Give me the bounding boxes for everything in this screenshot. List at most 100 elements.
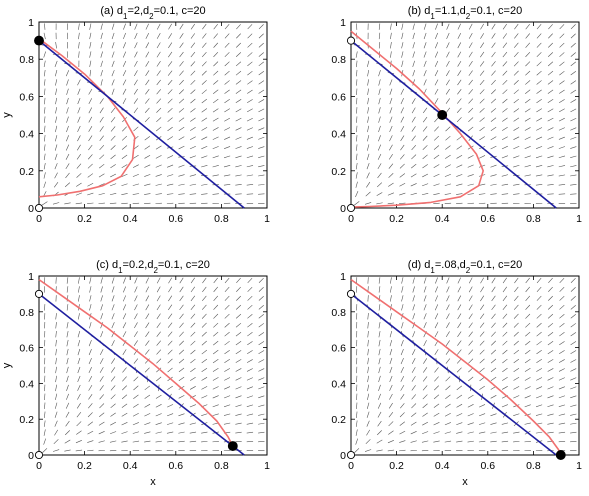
field-arrow — [259, 332, 264, 336]
field-arrow — [503, 341, 508, 345]
field-arrow — [168, 52, 172, 57]
field-arrow — [77, 164, 81, 169]
field-arrow — [202, 62, 206, 67]
field-arrow — [66, 145, 69, 151]
field-arrow — [123, 349, 126, 354]
field-arrow — [180, 43, 184, 48]
field-arrow — [559, 423, 565, 424]
field-arrow — [100, 98, 104, 103]
field-arrow — [447, 42, 450, 48]
field-arrow — [458, 42, 461, 48]
field-arrow — [514, 99, 519, 103]
field-arrow — [413, 304, 415, 310]
field-arrow — [225, 314, 230, 318]
field-arrow — [144, 432, 150, 434]
field-arrow — [468, 127, 473, 131]
field-arrow — [235, 184, 241, 185]
field-arrow — [123, 33, 125, 39]
field-arrow — [190, 108, 195, 112]
direction-field — [42, 23, 265, 205]
field-arrow — [190, 432, 196, 433]
field-arrow — [123, 80, 126, 86]
field-arrow — [156, 174, 162, 176]
field-arrow — [258, 128, 264, 131]
field-arrow — [379, 70, 381, 76]
field-arrow — [526, 287, 530, 292]
field-arrow — [445, 174, 451, 176]
field-arrow — [502, 118, 507, 122]
field-arrow — [571, 323, 576, 327]
field-arrow — [379, 322, 380, 328]
field-arrow — [513, 156, 519, 158]
field-arrow — [525, 423, 531, 424]
field-arrow — [112, 286, 114, 292]
field-arrow — [491, 332, 495, 337]
field-arrow — [388, 193, 394, 195]
field-arrow — [236, 305, 241, 309]
field-arrow — [491, 395, 497, 398]
field-arrow — [66, 403, 69, 409]
field-arrow — [422, 164, 427, 168]
field-arrow — [537, 296, 541, 301]
y-tick-label: 0.2 — [19, 414, 34, 426]
field-arrow — [389, 403, 392, 408]
field-arrow — [571, 71, 576, 75]
field-arrow — [571, 305, 576, 309]
field-arrow — [571, 99, 577, 102]
field-arrow — [491, 368, 496, 372]
field-arrow — [469, 80, 473, 85]
field-arrow — [180, 24, 183, 29]
field-arrow — [179, 89, 184, 94]
field-arrow — [457, 332, 461, 337]
field-arrow — [134, 80, 137, 85]
field-arrow — [559, 441, 565, 442]
x-axis-label: x — [150, 476, 156, 488]
field-arrow — [167, 184, 173, 185]
field-arrow — [502, 432, 508, 433]
field-arrow — [53, 202, 59, 204]
field-arrow — [89, 126, 92, 131]
field-arrow — [179, 323, 183, 328]
field-arrow — [559, 156, 565, 158]
field-arrow — [179, 137, 185, 140]
field-arrow — [571, 287, 576, 291]
field-arrow — [537, 80, 542, 84]
field-arrow — [190, 175, 196, 177]
field-arrow — [479, 414, 485, 416]
field-arrow — [53, 450, 59, 452]
field-arrow — [480, 80, 484, 85]
field-arrow — [55, 385, 56, 391]
field-arrow — [99, 155, 104, 159]
field-arrow — [570, 387, 576, 389]
field-arrow — [111, 376, 115, 381]
field-arrow — [389, 421, 394, 426]
field-arrow — [190, 184, 196, 185]
field-arrow — [213, 52, 217, 57]
field-arrow — [123, 42, 125, 48]
field-arrow — [445, 404, 450, 407]
field-arrow — [457, 80, 461, 85]
field-arrow — [402, 286, 403, 292]
field-arrow — [366, 182, 370, 187]
field-arrow — [225, 80, 230, 84]
field-arrow — [537, 323, 542, 327]
field-arrow — [213, 414, 219, 416]
field-arrow — [123, 24, 125, 30]
field-arrow — [468, 359, 473, 364]
field-arrow — [525, 109, 530, 113]
field-arrow — [122, 395, 127, 399]
field-arrow — [399, 193, 405, 195]
title-text: =.08,d — [435, 259, 466, 271]
field-arrow — [236, 332, 241, 336]
field-arrow — [423, 117, 427, 122]
field-arrow — [64, 203, 70, 204]
field-arrow — [89, 349, 91, 355]
field-arrow — [100, 394, 104, 399]
field-arrow — [224, 175, 230, 176]
field-arrow — [367, 126, 368, 132]
field-arrow — [146, 287, 149, 293]
field-arrow — [236, 24, 240, 29]
field-arrow — [559, 175, 565, 176]
